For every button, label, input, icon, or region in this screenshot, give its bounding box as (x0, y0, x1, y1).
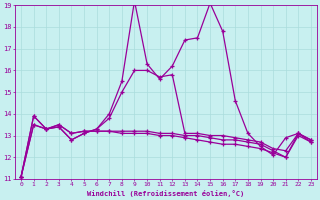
X-axis label: Windchill (Refroidissement éolien,°C): Windchill (Refroidissement éolien,°C) (87, 190, 244, 197)
